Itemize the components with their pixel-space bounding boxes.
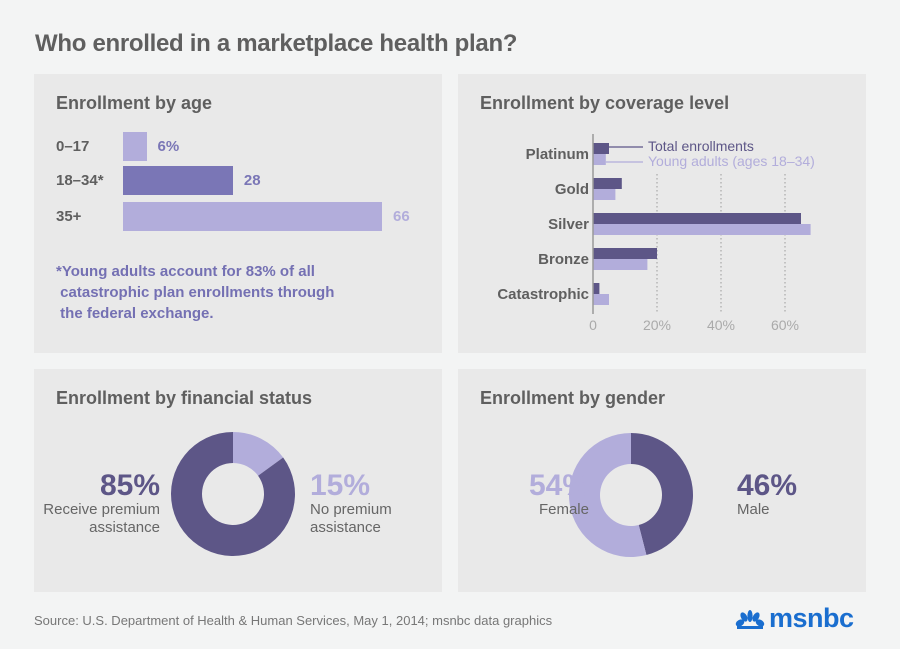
msnbc-wordmark: msnbc bbox=[769, 603, 854, 633]
no-assist-label: No premium assistance bbox=[310, 501, 392, 537]
coverage-plot-area bbox=[592, 134, 811, 314]
x-tick-label: 0 bbox=[589, 317, 597, 333]
male-percent: 46% bbox=[737, 469, 798, 502]
no-premium-assistance-slice bbox=[233, 432, 284, 476]
coverage-panel: Enrollment by coverage level 0 20% 40% 60% P… bbox=[458, 74, 866, 353]
gender-donut-chart bbox=[569, 433, 693, 557]
age-category-label: 35+ bbox=[56, 208, 82, 225]
x-tick-label: 40% bbox=[706, 317, 736, 333]
total-enrollment-bar bbox=[593, 143, 609, 154]
age-value-label: 66 bbox=[393, 208, 410, 225]
age-panel-title: Enrollment by age bbox=[56, 93, 213, 113]
age-bar bbox=[123, 166, 233, 195]
financial-panel-title: Enrollment by financial status bbox=[56, 388, 313, 408]
no-assist-percent: 15% bbox=[310, 469, 371, 502]
infographic-title: Who enrolled in a marketplace health pla… bbox=[35, 30, 518, 57]
age-value-label: 28 bbox=[243, 172, 261, 189]
assist-label-line2: assistance bbox=[89, 519, 160, 536]
msnbc-logo[interactable]: msnbc bbox=[735, 603, 854, 634]
male-label: Male bbox=[737, 501, 770, 518]
male-slice bbox=[631, 433, 693, 556]
financial-donut-chart bbox=[171, 432, 295, 556]
age-category-label: 0–17 bbox=[56, 138, 90, 155]
coverage-panel-title: Enrollment by coverage level bbox=[480, 93, 730, 113]
age-bar bbox=[123, 132, 147, 161]
coverage-category-label: Bronze bbox=[538, 251, 589, 268]
total-enrollment-bar bbox=[593, 283, 600, 294]
young-adult-bar bbox=[593, 294, 609, 305]
female-slice bbox=[569, 433, 647, 557]
no-assist-label-line2: assistance bbox=[310, 519, 381, 536]
gender-panel: Enrollment by gender 54% Female 46% Male bbox=[458, 369, 866, 592]
young-adult-bar bbox=[593, 154, 606, 165]
age-bar bbox=[123, 202, 382, 231]
receive-premium-assistance-slice bbox=[171, 432, 295, 556]
gender-panel-title: Enrollment by gender bbox=[480, 388, 666, 408]
total-enrollment-bar bbox=[593, 213, 801, 224]
young-adult-bar bbox=[593, 189, 616, 200]
coverage-category-label: Silver bbox=[548, 216, 589, 233]
assist-percent: 85% bbox=[99, 469, 160, 502]
young-adult-bar bbox=[593, 224, 811, 235]
female-label: Female bbox=[538, 501, 589, 518]
age-panel: Enrollment by age 0–17 6% 18–34* 28 35+ 66 *Y… bbox=[34, 74, 442, 353]
x-tick-label: 60% bbox=[770, 317, 800, 333]
total-enrollment-bar bbox=[593, 248, 657, 259]
source-note: Source: U.S. Department of Health & Huma… bbox=[34, 613, 553, 628]
x-tick-label: 20% bbox=[642, 317, 672, 333]
age-category-label: 18–34* bbox=[56, 172, 104, 189]
assist-label-line1: Receive premium bbox=[43, 501, 160, 518]
age-value-label: 6% bbox=[157, 138, 180, 155]
financial-panel: Enrollment by financial status 85% Recei… bbox=[34, 369, 442, 592]
coverage-category-label: Gold bbox=[554, 181, 589, 198]
age-footnote: *Young adults account for 83% of all cat… bbox=[56, 263, 335, 322]
coverage-category-label: Catastrophic bbox=[497, 286, 589, 303]
peacock-icon bbox=[735, 609, 765, 629]
legend-young-adults: Young adults (ages 18–34) bbox=[648, 153, 815, 169]
assist-label: Receive premium assistance bbox=[43, 501, 160, 537]
total-enrollment-bar bbox=[593, 178, 622, 189]
legend-total-enrollments: Total enrollments bbox=[648, 138, 754, 154]
female-percent: 54% bbox=[528, 469, 589, 502]
no-assist-label-line1: No premium bbox=[310, 501, 392, 518]
coverage-category-label: Platinum bbox=[525, 146, 589, 163]
young-adult-bar bbox=[593, 259, 648, 270]
